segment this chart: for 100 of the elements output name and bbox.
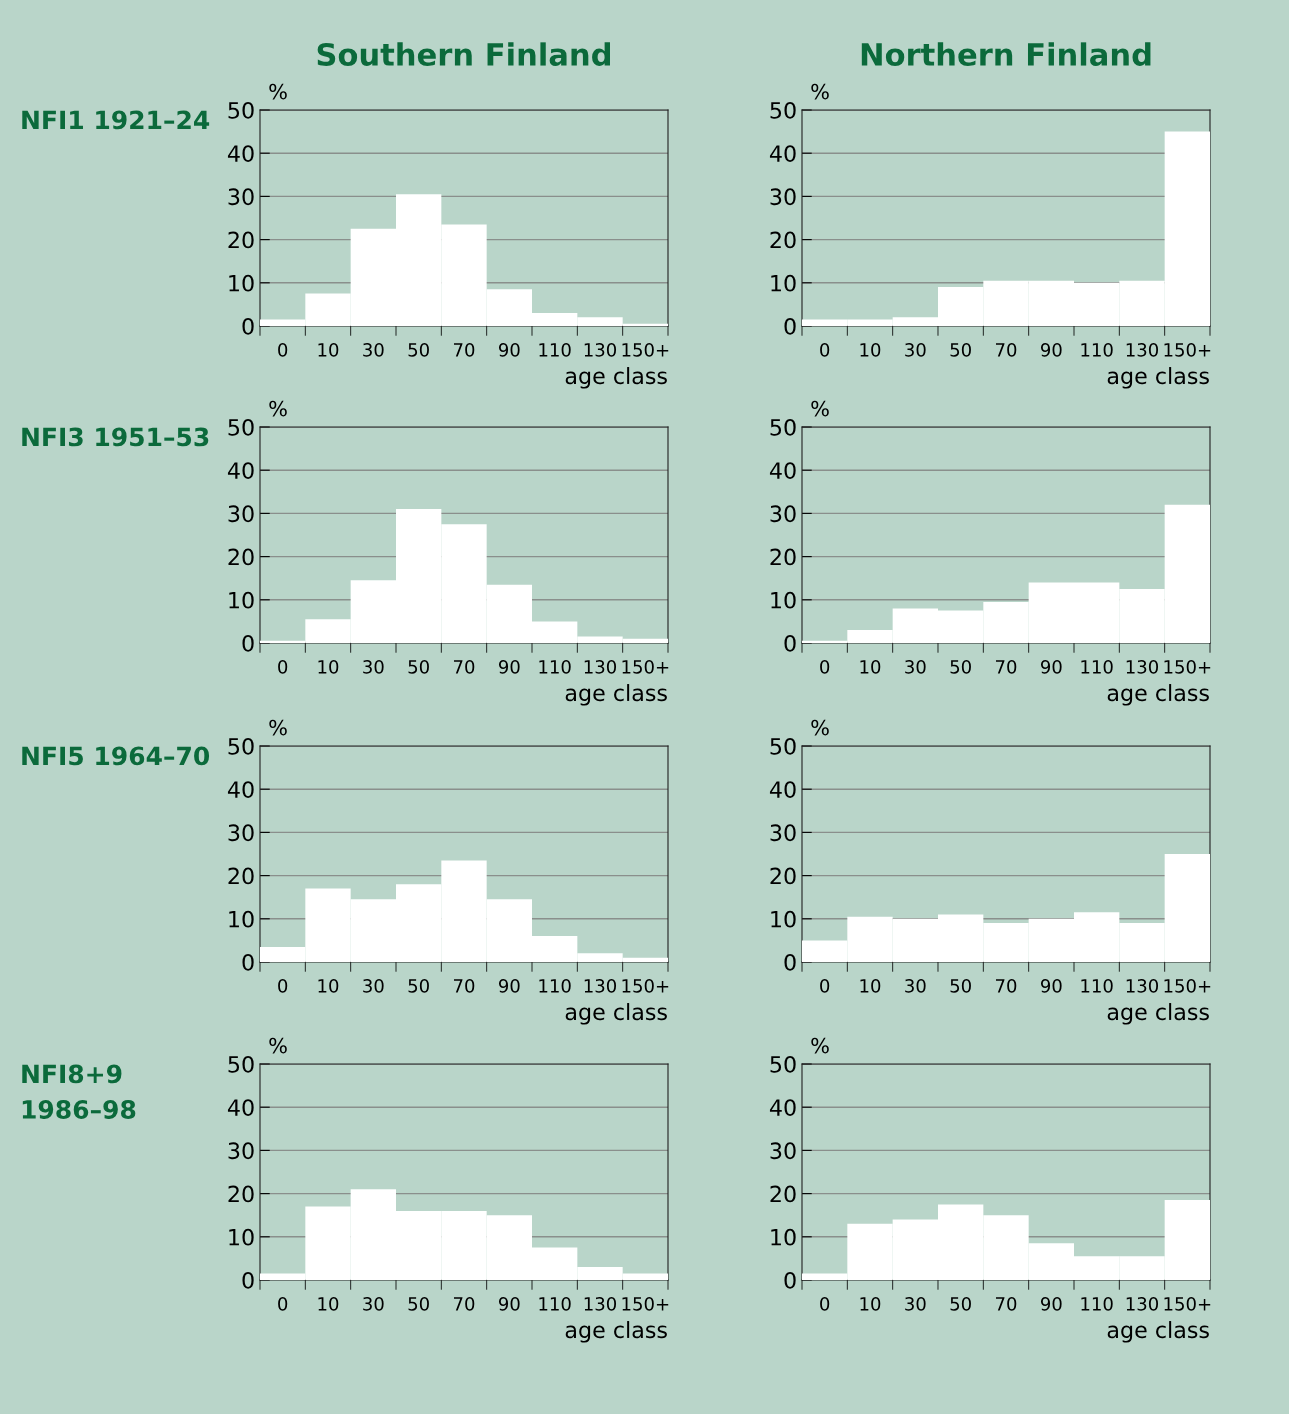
- y-tick-label: 10: [229, 274, 254, 292]
- x-tick-label: 130: [584, 659, 617, 674]
- x-tick-label: 10: [860, 978, 881, 993]
- x-tick-label: 30: [905, 978, 926, 993]
- x-tick-label: 130: [584, 1296, 617, 1311]
- x-axis-title: age class: [1107, 1321, 1209, 1343]
- chart-title: Southern Finland: [317, 42, 610, 66]
- y-tick-label: 0: [784, 953, 796, 971]
- x-tick-label: 0: [278, 342, 288, 357]
- x-tick-label: 150+: [1164, 1296, 1211, 1311]
- x-tick-label: 150+: [622, 659, 669, 674]
- y-tick-label: 20: [770, 1185, 796, 1203]
- x-tick-label: 110: [539, 659, 571, 674]
- y-tick-label: 50: [228, 418, 254, 436]
- x-tick-label: 30: [363, 659, 384, 674]
- y-tick-label: 20: [770, 231, 796, 249]
- x-axis-title: age class: [565, 1003, 667, 1025]
- x-tick-label: 110: [1081, 978, 1113, 993]
- x-tick-label: 10: [860, 1296, 881, 1311]
- x-tick-label: 110: [539, 978, 571, 993]
- x-tick-label: 150+: [1164, 342, 1211, 357]
- y-tick-label: 20: [228, 548, 254, 566]
- x-tick-label: 90: [498, 659, 520, 674]
- x-tick-label: 130: [584, 342, 617, 357]
- text: NFI1 1921–24: [22, 110, 210, 130]
- y-tick-label: 20: [228, 1185, 254, 1203]
- y-tick-label: 50: [770, 737, 796, 755]
- x-tick-label: 10: [860, 659, 881, 674]
- y-tick-label: 30: [228, 505, 254, 523]
- x-tick-label: 90: [1040, 1296, 1062, 1311]
- x-tick-label: 110: [539, 1296, 571, 1311]
- x-tick-label: 110: [539, 342, 571, 357]
- x-tick-label: 10: [318, 659, 339, 674]
- x-tick-label: 0: [278, 659, 288, 674]
- y-axis-title: %: [269, 83, 287, 100]
- x-tick-label: 130: [1126, 1296, 1159, 1311]
- y-tick-label: 40: [769, 1099, 796, 1116]
- x-tick-label: 30: [363, 342, 384, 357]
- y-tick-label: 10: [771, 910, 796, 928]
- y-tick-label: 30: [770, 824, 796, 842]
- x-axis-title: age class: [1107, 367, 1209, 389]
- x-tick-label: 130: [1126, 659, 1159, 674]
- y-tick-label: 50: [228, 1055, 254, 1073]
- y-tick-label: 30: [770, 505, 796, 523]
- x-tick-label: 70: [453, 1296, 475, 1311]
- y-axis-title: %: [269, 1037, 287, 1054]
- x-tick-label: 130: [1126, 978, 1159, 993]
- x-tick-label: 50: [408, 978, 429, 993]
- x-tick-label: 0: [820, 978, 830, 993]
- x-tick-label: 110: [1081, 342, 1113, 357]
- x-tick-label: 50: [408, 1296, 429, 1311]
- y-tick-label: 0: [242, 317, 254, 335]
- y-tick-label: 10: [229, 1228, 254, 1246]
- y-tick-label: 10: [771, 591, 796, 609]
- x-tick-label: 0: [820, 659, 830, 674]
- x-tick-label: 110: [1081, 1296, 1113, 1311]
- y-tick-label: 0: [242, 953, 254, 971]
- y-tick-label: 40: [769, 781, 796, 798]
- x-tick-label: 50: [950, 978, 971, 993]
- y-tick-label: 10: [771, 1228, 796, 1246]
- x-axis-title: age class: [1107, 684, 1209, 706]
- y-tick-label: 50: [228, 737, 254, 755]
- x-tick-label: 10: [318, 1296, 339, 1311]
- y-tick-label: 0: [784, 634, 796, 652]
- x-tick-label: 110: [1081, 659, 1113, 674]
- x-tick-label: 70: [453, 659, 475, 674]
- y-tick-label: 20: [228, 867, 254, 885]
- x-tick-label: 90: [1040, 978, 1062, 993]
- x-tick-label: 10: [860, 342, 881, 357]
- x-tick-label: 70: [995, 978, 1017, 993]
- y-axis-title: %: [269, 400, 287, 417]
- x-tick-label: 150+: [622, 342, 669, 357]
- x-tick-label: 90: [1040, 659, 1062, 674]
- x-tick-label: 0: [820, 1296, 830, 1311]
- y-axis-title: %: [811, 83, 829, 100]
- y-tick-label: 40: [227, 781, 254, 798]
- x-tick-label: 30: [905, 342, 926, 357]
- x-tick-label: 30: [363, 1296, 384, 1311]
- y-axis-title: %: [269, 719, 287, 736]
- x-tick-label: 0: [278, 978, 288, 993]
- y-tick-label: 40: [227, 462, 254, 479]
- x-tick-label: 0: [278, 1296, 288, 1311]
- y-tick-label: 0: [242, 1271, 254, 1289]
- x-tick-label: 50: [408, 659, 429, 674]
- x-tick-label: 30: [905, 659, 926, 674]
- x-tick-label: 10: [318, 342, 339, 357]
- x-tick-label: 70: [995, 1296, 1017, 1311]
- x-tick-label: 70: [453, 978, 475, 993]
- y-tick-label: 0: [242, 634, 254, 652]
- y-tick-label: 50: [228, 101, 254, 119]
- x-tick-label: 70: [453, 342, 475, 357]
- text: NFI8+9 1986–98: [22, 1064, 136, 1119]
- x-tick-label: 150+: [622, 978, 669, 993]
- x-tick-label: 130: [584, 978, 617, 993]
- x-tick-label: 10: [318, 978, 339, 993]
- x-tick-label: 90: [498, 1296, 520, 1311]
- x-tick-label: 50: [950, 659, 971, 674]
- y-tick-label: 30: [228, 1142, 254, 1160]
- x-axis-title: age class: [565, 684, 667, 706]
- x-axis-title: age class: [565, 1321, 667, 1343]
